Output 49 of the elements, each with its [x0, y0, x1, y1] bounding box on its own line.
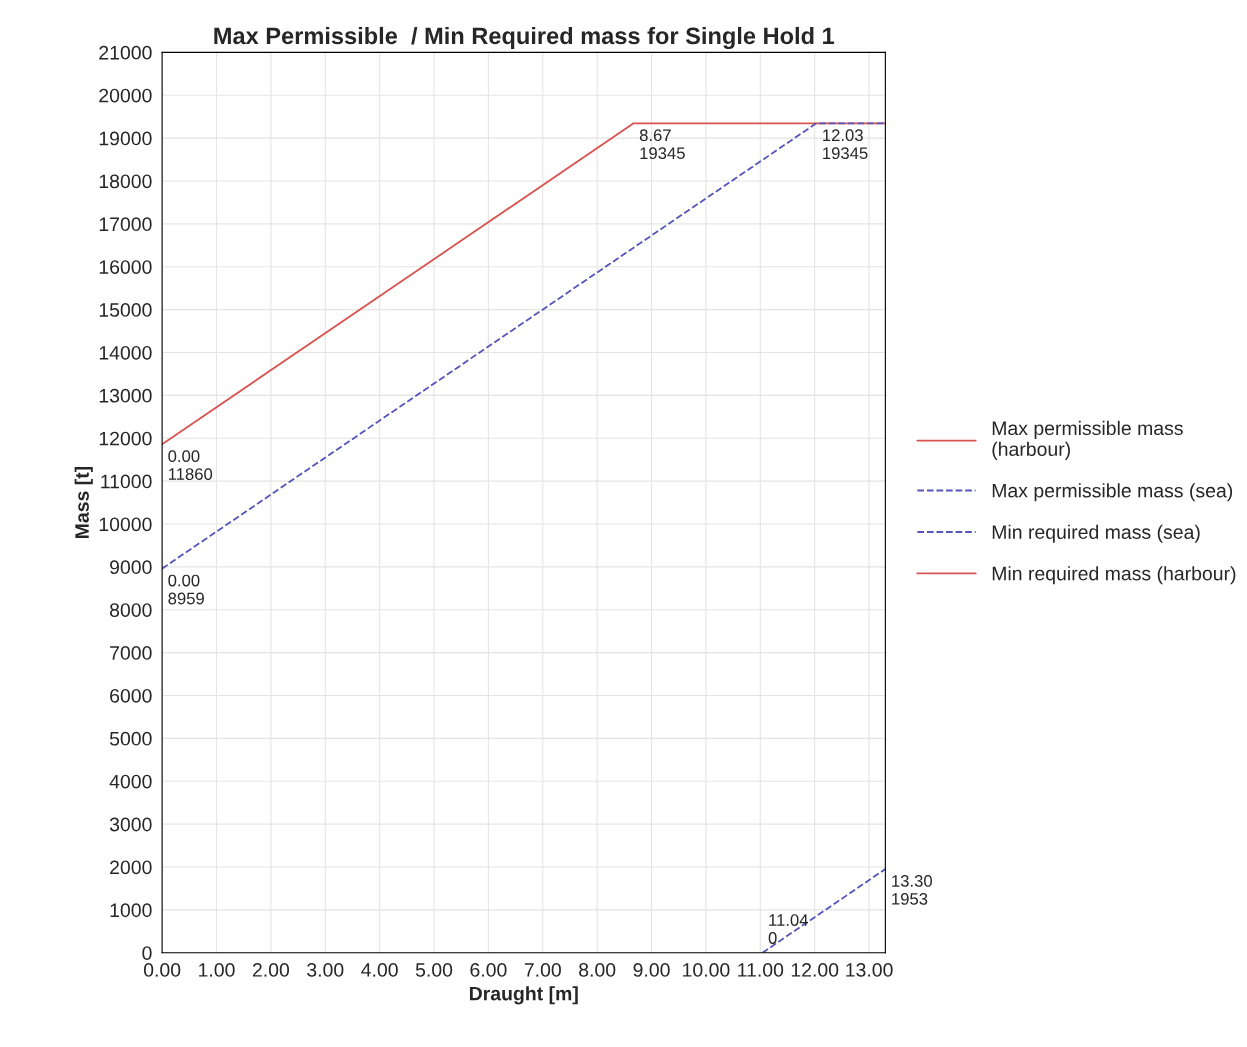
y-tick-label: 8000 — [109, 603, 152, 617]
y-tick-label: 9000 — [110, 560, 152, 575]
annotation: 11.04 0 — [768, 914, 809, 944]
y-tick-label: 10000 — [99, 517, 152, 532]
legend-label: Max permissible mass (harbour) — [992, 420, 1183, 460]
y-tick-label: 1000 — [110, 903, 152, 918]
y-tick-label: 17000 — [99, 217, 152, 232]
x-axis-title: Draught [m] — [469, 986, 578, 1005]
annotation: 0.00 11860 — [168, 450, 213, 480]
y-tick-label: 19000 — [99, 131, 152, 146]
x-tick-label: 11.00 — [738, 963, 784, 977]
x-tick-label: 4.00 — [361, 963, 398, 977]
y-axis-title: Mass [t] — [74, 466, 93, 538]
annotation: 8.67 19345 — [639, 129, 685, 160]
x-tick-label: 10.00 — [683, 963, 730, 977]
annotation: 12.03 19345 — [823, 129, 868, 160]
x-tick-label: 5.00 — [415, 963, 453, 977]
annotation: 0.00 8959 — [168, 574, 204, 605]
x-tick-label: 6.00 — [470, 963, 507, 977]
x-tick-label: 12.00 — [791, 963, 839, 977]
x-tick-label: 13.00 — [846, 963, 893, 977]
chart-title: Max Permissible / Min Required mass for Single Hold 1 — [214, 26, 835, 50]
y-tick-label: 7000 — [110, 646, 152, 660]
y-tick-label: 0 — [142, 946, 152, 961]
legend-label: Min required mass (sea) — [992, 524, 1200, 543]
x-tick-label: 0.00 — [143, 963, 181, 977]
y-tick-label: 13000 — [99, 388, 152, 403]
y-tick-label: 11000 — [101, 474, 152, 489]
legend-label: Max permissible mass (sea) — [992, 483, 1233, 502]
y-tick-label: 18000 — [99, 174, 152, 189]
y-tick-label: 14000 — [99, 345, 152, 360]
y-tick-label: 16000 — [99, 260, 152, 274]
y-tick-label: 3000 — [109, 817, 152, 832]
y-tick-label: 4000 — [109, 774, 152, 789]
y-tick-label: 12000 — [99, 431, 152, 446]
x-tick-label: 3.00 — [307, 963, 344, 977]
legend-label: Min required mass (harbour) — [992, 566, 1236, 585]
annotation: 13.30 1953 — [892, 875, 932, 905]
x-tick-label: 1.00 — [199, 963, 235, 977]
x-tick-label: 9.00 — [633, 963, 670, 977]
y-tick-label: 6000 — [110, 688, 152, 703]
y-tick-label: 21000 — [99, 45, 152, 60]
y-tick-label: 20000 — [99, 88, 152, 103]
y-tick-label: 2000 — [110, 860, 152, 875]
y-tick-label: 5000 — [109, 731, 152, 746]
y-tick-label: 15000 — [99, 303, 152, 317]
x-tick-label: 7.00 — [524, 963, 561, 977]
x-tick-label: 2.00 — [252, 963, 290, 977]
x-tick-label: 8.00 — [579, 963, 616, 977]
